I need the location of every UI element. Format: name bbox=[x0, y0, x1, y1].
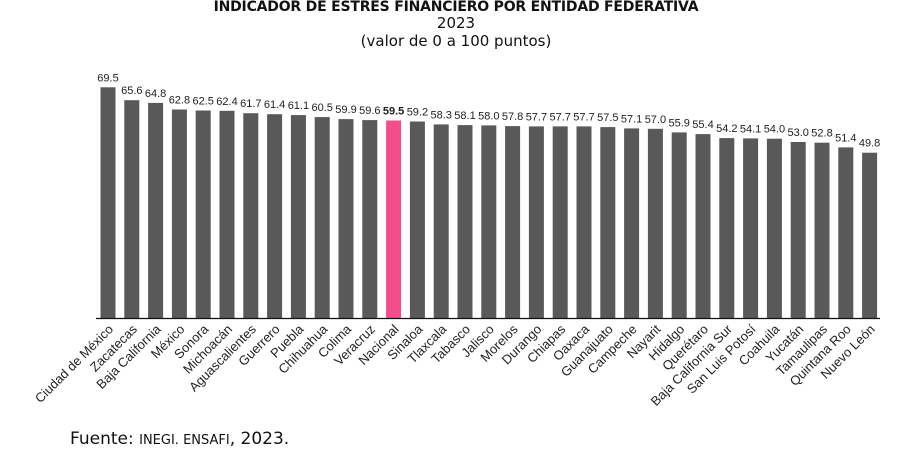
bar-yucatán bbox=[790, 142, 806, 318]
value-label: 59.9 bbox=[335, 104, 356, 116]
value-label: 57.8 bbox=[502, 111, 523, 123]
value-label: 61.7 bbox=[240, 98, 261, 110]
bar-nuevo-león bbox=[862, 152, 878, 318]
bar-ciudad-de-méxico bbox=[100, 87, 116, 318]
bar-baja-california-sur bbox=[719, 138, 735, 318]
value-label: 58.0 bbox=[478, 110, 499, 122]
bar-baja-california bbox=[148, 102, 164, 319]
bar-méxico bbox=[171, 109, 187, 318]
bar-zacatecas bbox=[124, 100, 140, 318]
value-label: 57.1 bbox=[621, 113, 642, 125]
value-label: 62.4 bbox=[216, 96, 237, 108]
source-prefix: Fuente: bbox=[70, 429, 140, 449]
value-label: 61.1 bbox=[288, 100, 309, 112]
source-suffix: , 2023. bbox=[229, 429, 290, 449]
value-label: 57.7 bbox=[549, 111, 570, 123]
value-label: 58.3 bbox=[430, 109, 451, 121]
bar-querétaro bbox=[695, 134, 711, 318]
value-label: 52.8 bbox=[811, 128, 832, 140]
value-label: 49.8 bbox=[859, 138, 880, 150]
value-label: 54.1 bbox=[740, 123, 761, 135]
value-label: 55.4 bbox=[692, 119, 713, 131]
bar-morelos bbox=[505, 126, 521, 318]
bar-tamaulipas bbox=[814, 142, 830, 318]
value-label: 59.5 bbox=[383, 106, 404, 118]
value-label: 62.5 bbox=[192, 96, 213, 108]
chart-title-block: INDICADOR DE ESTRÉS FINANCIERO POR ENTID… bbox=[0, 0, 912, 50]
value-label: 57.5 bbox=[597, 112, 618, 124]
bar-quintana-roo bbox=[838, 147, 854, 318]
bar-chiapas bbox=[552, 126, 568, 319]
bar-tabasco bbox=[457, 125, 473, 318]
chart-subtitle-year: 2023 bbox=[436, 14, 476, 32]
bar-guanajuato bbox=[600, 127, 616, 318]
bar-coahuila bbox=[766, 138, 782, 318]
bar-puebla bbox=[290, 115, 306, 318]
bar-aguascalientes bbox=[243, 113, 259, 318]
value-label: 54.2 bbox=[716, 123, 737, 135]
value-label: 62.8 bbox=[169, 95, 190, 107]
value-label: 55.9 bbox=[668, 117, 689, 129]
value-label: 54.0 bbox=[764, 124, 785, 136]
bar-guerrero bbox=[267, 114, 283, 318]
bar-veracruz bbox=[362, 120, 378, 318]
value-label: 60.5 bbox=[311, 102, 332, 114]
value-label: 59.6 bbox=[359, 105, 380, 117]
bar-durango bbox=[528, 126, 544, 319]
bar-michoacán bbox=[219, 110, 235, 318]
value-label: 57.7 bbox=[526, 111, 547, 123]
bar-nayarit bbox=[647, 128, 663, 318]
bar-colima bbox=[338, 119, 354, 318]
source-note: Fuente: INEGI. ENSAFI, 2023. bbox=[70, 429, 289, 449]
bar-hidalgo bbox=[671, 132, 687, 318]
value-labels-group: 69.565.6 64.862.8 62.5 62.4 61.7 61.4 61.1 60.5… bbox=[97, 72, 880, 149]
value-label: 57.0 bbox=[645, 114, 666, 126]
value-label: 69.5 bbox=[97, 72, 118, 84]
chart-title: INDICADOR DE ESTRÉS FINANCIERO POR ENTID… bbox=[213, 0, 699, 15]
bar-nacional bbox=[386, 120, 402, 318]
value-label: 58.1 bbox=[454, 110, 475, 122]
source-org: INEGI. ENSAFI bbox=[139, 433, 230, 448]
value-label: 64.8 bbox=[145, 88, 166, 100]
value-label: 59.2 bbox=[407, 107, 428, 119]
bar-campeche bbox=[624, 128, 640, 318]
bar-sinaloa bbox=[409, 121, 425, 318]
bar-chihuahua bbox=[314, 117, 330, 318]
bar-tlaxcala bbox=[433, 124, 449, 319]
value-label: 57.7 bbox=[573, 111, 594, 123]
value-label: 51.4 bbox=[835, 132, 856, 144]
bar-jalisco bbox=[481, 125, 497, 319]
bar-san-luis-potosí bbox=[743, 138, 759, 318]
chart-subtitle-units: (valor de 0 a 100 puntos) bbox=[360, 32, 552, 50]
bar-sonora bbox=[195, 110, 211, 318]
value-label: 65.6 bbox=[121, 85, 142, 97]
value-label: 53.0 bbox=[787, 127, 808, 139]
bar-oaxaca bbox=[576, 126, 592, 319]
value-label: 61.4 bbox=[264, 99, 285, 111]
bars-group bbox=[100, 87, 878, 319]
